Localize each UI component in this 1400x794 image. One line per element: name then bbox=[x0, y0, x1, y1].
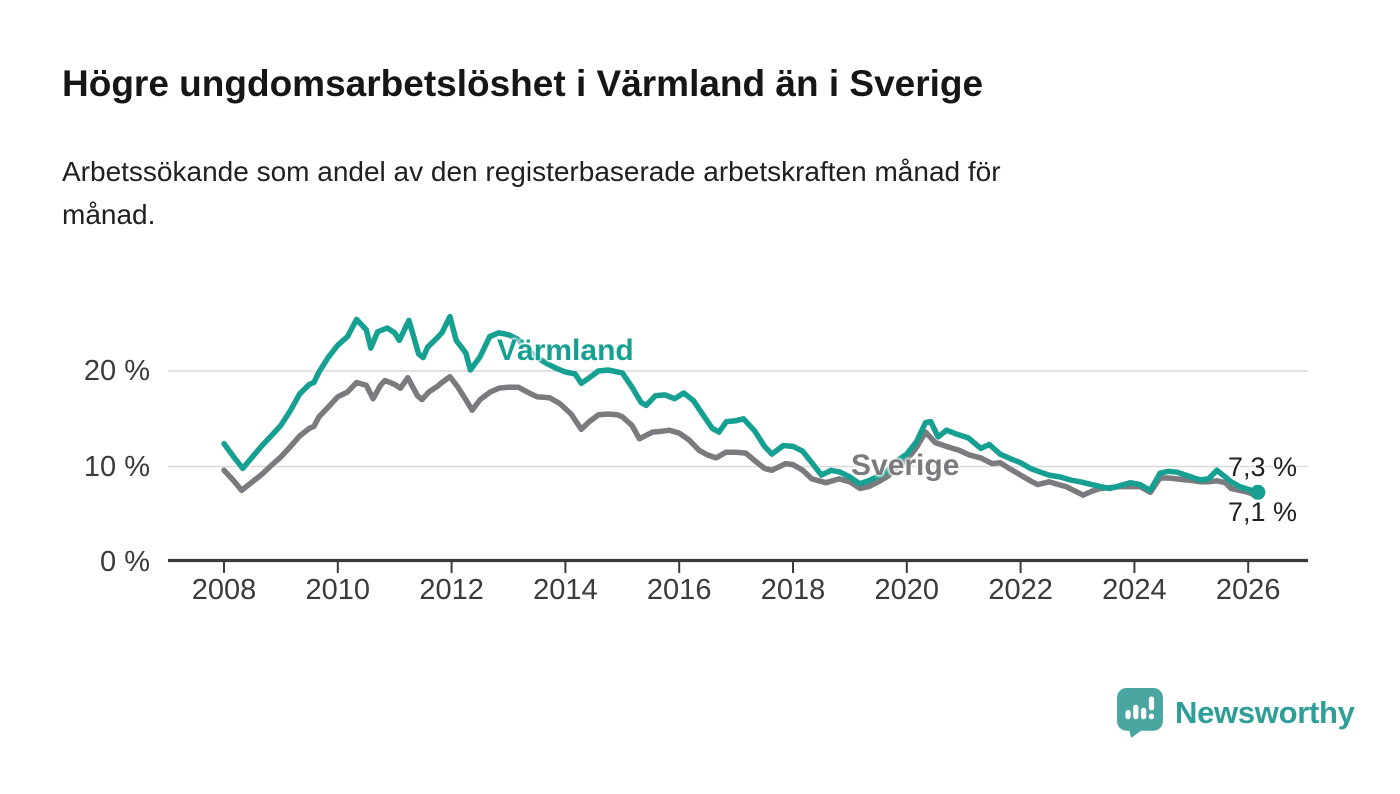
newsworthy-brand-text: Newsworthy bbox=[1175, 695, 1355, 730]
chart-subtitle: Arbetssökande som andel av den registerb… bbox=[62, 150, 1001, 236]
x-tick-label: 2024 bbox=[1102, 574, 1167, 606]
page-title: Högre ungdomsarbetslöshet i Värmland än … bbox=[62, 63, 984, 104]
newsworthy-logo-icon bbox=[1117, 688, 1163, 738]
sverige-series-label: Sverige bbox=[851, 449, 960, 482]
x-tick-label: 2016 bbox=[646, 574, 712, 606]
varmland-end-value-label: 7,3 % bbox=[1228, 452, 1298, 482]
newsworthy-brand: Newsworthy bbox=[1117, 688, 1355, 738]
vrmland-line bbox=[221, 313, 1261, 496]
sverige-line bbox=[221, 373, 1256, 498]
y-axis-label: 20 % bbox=[83, 355, 150, 387]
sverige-end-value-label: 7,1 % bbox=[1228, 497, 1298, 527]
varmland-end-dot bbox=[1250, 484, 1266, 500]
x-tick-label: 2010 bbox=[305, 574, 371, 606]
x-tick-label: 2022 bbox=[988, 574, 1053, 606]
y-axis-label: 10 % bbox=[83, 450, 150, 483]
x-tick-label: 2012 bbox=[419, 574, 484, 606]
y-axis-label: 0 % bbox=[100, 546, 150, 578]
x-tick-label: 2026 bbox=[1215, 574, 1281, 606]
subtitle-line-1: Arbetssökande som andel av den registerb… bbox=[62, 156, 1001, 187]
axis-tick-marks bbox=[223, 562, 1250, 573]
x-tick-label: 2020 bbox=[874, 574, 940, 606]
x-tick-label: 2008 bbox=[191, 574, 257, 606]
x-tick-label: 2014 bbox=[533, 574, 598, 606]
series-paths bbox=[221, 313, 1261, 498]
subtitle-line-2: månad. bbox=[62, 199, 156, 230]
x-tick-label: 2018 bbox=[760, 574, 826, 606]
varmland-series-label: Värmland bbox=[497, 334, 634, 367]
gridlines bbox=[168, 370, 1308, 468]
